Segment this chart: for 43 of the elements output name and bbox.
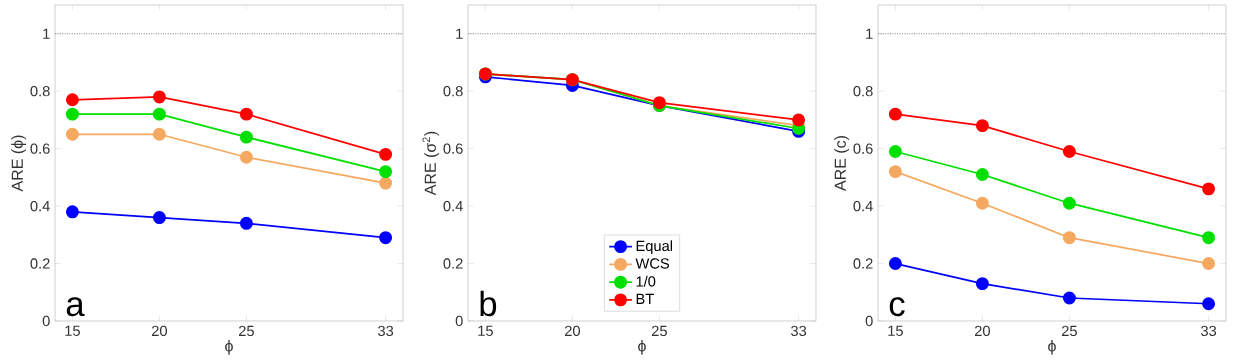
y-tick-label: 0.6 [30, 143, 50, 154]
x-tick-label: 15 [478, 325, 493, 336]
x-tick-label: 25 [651, 325, 667, 337]
y-tick-label: 0 [455, 315, 463, 327]
annotation: c [889, 297, 905, 317]
x-tick-label: 33 [1201, 325, 1217, 337]
annotation: b [480, 290, 497, 317]
y-tick-label: 0.4 [853, 200, 873, 212]
y-tick-label: 1 [43, 28, 50, 39]
y-tick-label: 0 [42, 315, 50, 327]
y-tick-label: 0.2 [30, 258, 50, 269]
x-tick-label: 15 [888, 325, 903, 336]
y-tick-label: 0.2 [853, 258, 873, 269]
x-tick-label: 33 [791, 325, 807, 337]
x-tick-label: 25 [1061, 325, 1077, 337]
x-tick-label: 20 [564, 325, 580, 337]
y-tick-label: 1 [456, 28, 463, 39]
legend-label: Equal [636, 240, 673, 254]
y-tick-label: 0.6 [443, 143, 463, 154]
x-tick-label: 25 [238, 325, 254, 337]
y-tick-label: 1 [866, 28, 873, 39]
y-axis-title: ARE (σ$^{2}$) [422, 131, 440, 196]
x-axis-title: ϕ [638, 339, 646, 355]
x-tick-label: 20 [151, 325, 167, 337]
x-axis-title: ϕ [1048, 339, 1056, 355]
y-tick-label: 0 [865, 315, 873, 327]
legend-label: BT [636, 293, 654, 304]
x-tick-label: 33 [378, 325, 394, 337]
x-tick-label: 15 [65, 325, 80, 336]
y-tick-label: 0.8 [30, 86, 50, 97]
y-tick-label: 0.8 [853, 86, 873, 97]
x-axis-title: ϕ [225, 339, 233, 355]
x-tick-label: 20 [974, 325, 990, 337]
legend-label: 1/0 [636, 275, 656, 287]
y-tick-label: 0.8 [443, 86, 463, 97]
legend-label: WCS [635, 258, 670, 269]
y-tick-label: 0.4 [30, 200, 50, 212]
y-axis-title: ARE (ϕ) [11, 135, 27, 192]
y-tick-label: 0.2 [443, 258, 463, 269]
y-tick-label: 0.4 [443, 200, 463, 212]
y-axis-title: ARE (c) [834, 136, 850, 191]
y-tick-label: 0.6 [853, 143, 873, 154]
annotation: a [66, 297, 85, 317]
